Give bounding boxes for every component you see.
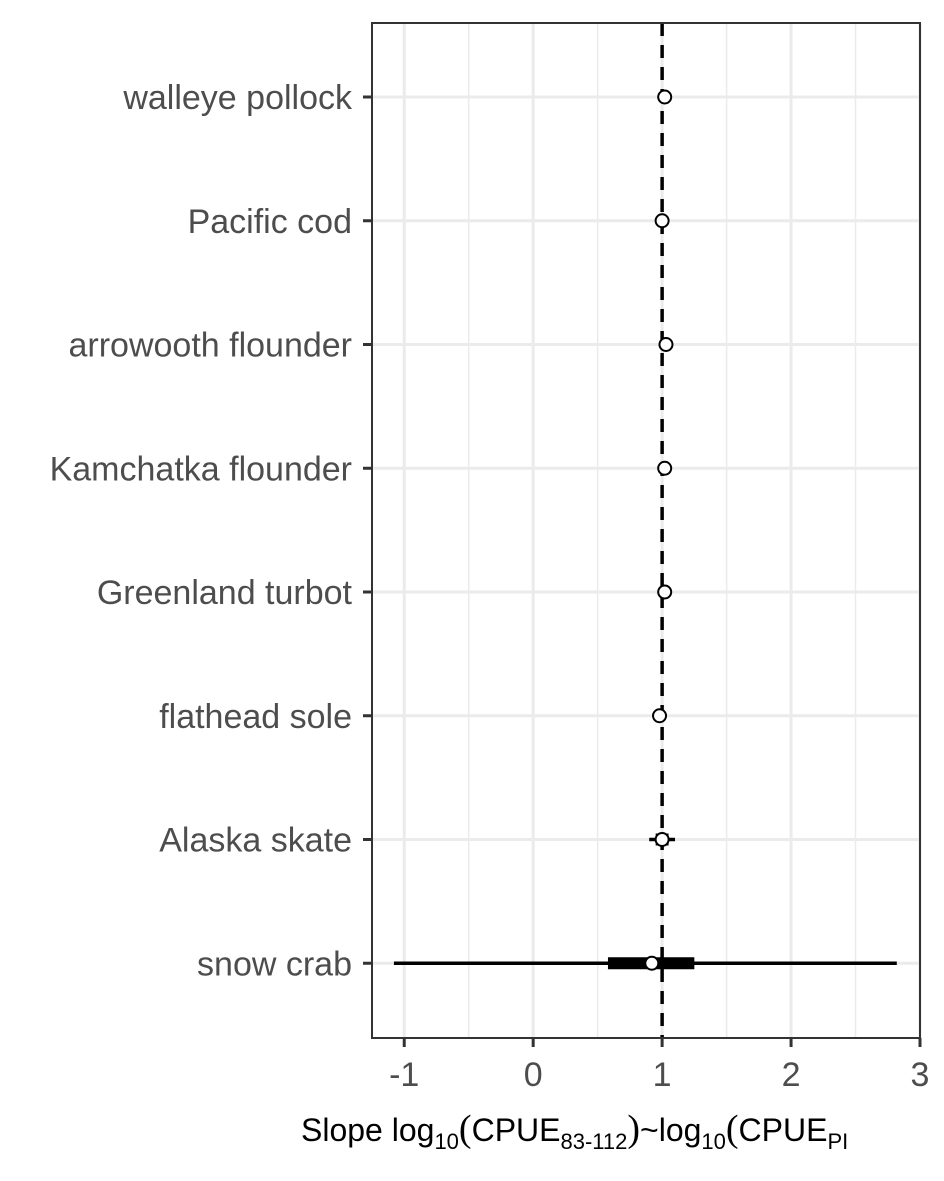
- axes: walleye pollock Pacific cod arrowooth flou…: [50, 79, 930, 1094]
- y-tick-label: Kamchatka flounder: [50, 450, 352, 488]
- x-axis-title-open2: (: [726, 1108, 739, 1150]
- x-tick-label: 3: [911, 1056, 930, 1094]
- x-axis-title-close1: ): [627, 1108, 640, 1150]
- x-axis-title-prefix: Slope log: [301, 1112, 434, 1148]
- y-tick-label: Alaska skate: [159, 822, 352, 860]
- point-estimate: [644, 955, 660, 971]
- point-estimate: [652, 708, 668, 724]
- point-estimate: [657, 89, 673, 105]
- point-estimate: [654, 213, 670, 229]
- x-axis-title-sub3: 10: [701, 1129, 725, 1154]
- grid-lines: [372, 23, 922, 1038]
- point-estimate: [657, 584, 673, 600]
- y-tick-label: walleye pollock: [122, 79, 353, 117]
- x-axis-title: Slope log10(CPUE83-112)~log10(CPUEPI: [301, 1108, 848, 1154]
- x-axis-title-sub4: PI: [827, 1129, 848, 1154]
- x-tick-label: 0: [524, 1056, 543, 1094]
- x-axis-title-tilde: ~log: [640, 1112, 701, 1148]
- x-axis-title-sub2: 83-112: [560, 1129, 627, 1154]
- x-tick-label: 1: [653, 1056, 672, 1094]
- panel-border: [371, 22, 921, 1039]
- point-estimate: [658, 337, 674, 352]
- point-estimate: [654, 832, 670, 847]
- x-axis-title-cpue1: CPUE: [472, 1112, 561, 1148]
- x-tick-label: 2: [782, 1056, 801, 1094]
- x-tick-label: -1: [389, 1056, 419, 1094]
- point-estimate: [657, 460, 673, 476]
- x-axis-title-cpue2: CPUE: [739, 1112, 828, 1148]
- y-tick-label: Greenland turbot: [97, 574, 353, 612]
- y-tick-label: snow crab: [197, 945, 352, 983]
- y-tick-label: flathead sole: [159, 698, 352, 736]
- y-tick-label: Pacific cod: [188, 203, 352, 241]
- estimates-layer: [393, 89, 897, 971]
- y-tick-label: arrowooth flounder: [68, 327, 352, 365]
- x-axis-title-open1: (: [459, 1108, 472, 1150]
- x-axis-title-sub1: 10: [434, 1129, 458, 1154]
